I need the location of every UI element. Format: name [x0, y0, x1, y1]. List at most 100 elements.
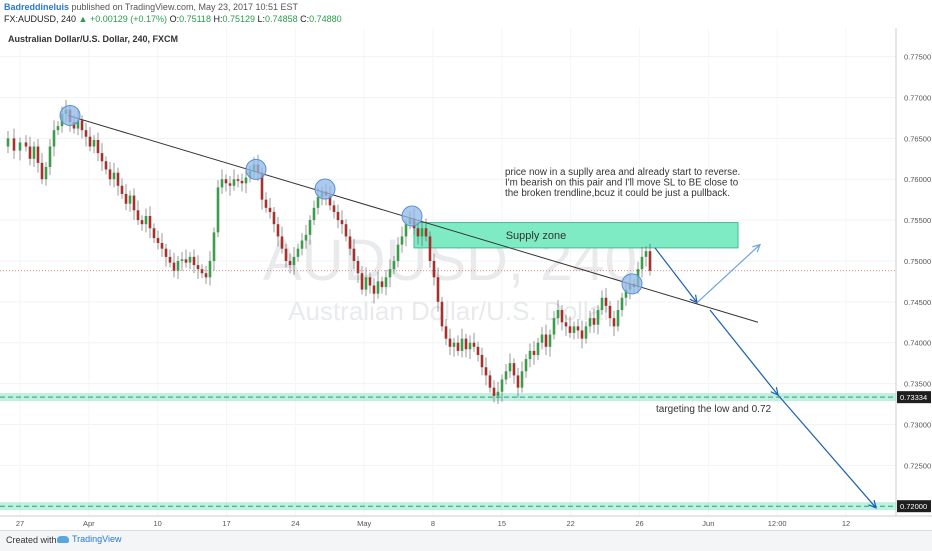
candle-body — [356, 260, 360, 274]
target-note: targeting the low and 0.72 — [656, 404, 772, 415]
candle-body — [200, 269, 204, 274]
projection-down-short-segment[interactable] — [654, 247, 698, 304]
candle-body — [376, 281, 380, 294]
header-bar: Badreddineluis published on TradingView.… — [0, 0, 932, 28]
candle-body — [552, 318, 556, 335]
projection-target-arrowhead — [868, 499, 877, 509]
candle-body — [488, 375, 492, 388]
candle-body — [296, 248, 300, 257]
candle-body — [204, 273, 208, 278]
x-tick-label: 24 — [291, 519, 299, 528]
candle-body — [336, 211, 340, 221]
candles — [6, 99, 652, 405]
horizontal-levels: 0.73334 0.72000 — [0, 270, 931, 513]
candle-body — [144, 216, 148, 225]
candle-body — [128, 195, 132, 204]
candle-body — [280, 236, 284, 249]
x-tick-label: Apr — [83, 519, 95, 528]
tradingview-logo[interactable]: TradingView — [57, 534, 122, 544]
candle-body — [216, 187, 220, 233]
candle-body — [72, 122, 76, 129]
supply-zone-box[interactable] — [413, 222, 739, 249]
candle-body — [308, 220, 312, 235]
candle-body — [592, 318, 596, 325]
time-axis[interactable]: 27 Apr 10 17 24 May 8 15 22 26 Jun 12:00 12 — [16, 519, 850, 528]
candle-body — [556, 310, 560, 319]
close-label: C: — [300, 14, 310, 24]
candle-body — [416, 228, 420, 237]
candle-body — [152, 228, 156, 239]
candle-body — [80, 120, 84, 131]
x-tick-label: May — [357, 519, 371, 528]
candle-body — [328, 195, 332, 206]
author-link[interactable]: Badreddineluis — [4, 2, 70, 12]
note-line: price now in a suplly area and already s… — [505, 167, 740, 178]
candle-body — [116, 172, 120, 186]
supply-zone[interactable]: Supply zone — [413, 222, 739, 249]
candle-body — [516, 375, 520, 388]
close-value: 0.74880 — [309, 14, 342, 24]
candle-body — [48, 146, 52, 167]
candle-body — [596, 310, 600, 325]
candle-body — [616, 310, 620, 327]
candle-body — [448, 338, 452, 347]
candle-body — [564, 322, 568, 327]
projection-target-segment[interactable] — [709, 309, 779, 396]
candle-body — [164, 248, 168, 257]
candle-body — [124, 193, 128, 204]
candle-body — [420, 228, 424, 237]
candle-body — [272, 211, 276, 225]
candle-body — [396, 244, 400, 261]
y-tick-label: 0.76000 — [904, 175, 931, 184]
candle-body — [148, 216, 152, 229]
candle-body — [180, 259, 184, 261]
candle-body — [404, 224, 408, 237]
candle-body — [348, 236, 352, 249]
candle-body — [452, 342, 456, 347]
y-tick-label: 0.77000 — [904, 93, 931, 102]
watermark-name: Australian Dollar/U.S. Dollar — [288, 296, 612, 326]
candle-body — [384, 277, 388, 288]
projection-target-segment[interactable] — [777, 394, 877, 509]
chart-title: Australian Dollar/U.S. Dollar, 240, FXCM — [8, 34, 178, 44]
candle-body — [468, 342, 472, 350]
published-text: published on TradingView.com, May 23, 20… — [71, 2, 299, 12]
low-label: L: — [257, 14, 266, 24]
symbol-label: FX:AUDUSD, 240 — [4, 14, 77, 24]
price-chart[interactable]: AUDUSD, 240 Australian Dollar/U.S. Dolla… — [0, 28, 932, 530]
candle-body — [400, 236, 404, 245]
candle-body — [44, 166, 48, 180]
touch-point-marker — [621, 273, 643, 295]
candle-body — [292, 256, 296, 266]
candle-body — [332, 205, 336, 212]
candle-body — [648, 251, 652, 271]
candle-body — [40, 162, 44, 180]
candle-body — [624, 289, 628, 298]
candle-body — [32, 146, 36, 159]
candle-body — [608, 305, 612, 319]
y-tick-label: 0.73000 — [904, 420, 931, 429]
level-tag — [897, 500, 931, 513]
price-axis[interactable]: 0.77500 0.77000 0.76500 0.76000 0.75500 0.750… — [904, 53, 931, 471]
candle-body — [560, 310, 564, 323]
candle-body — [212, 232, 216, 261]
created-with-label: Created with — [6, 535, 57, 545]
projection-arrows[interactable] — [654, 243, 877, 509]
candle-body — [132, 195, 136, 211]
x-tick-label: 17 — [222, 519, 230, 528]
candle-body — [92, 139, 96, 147]
candle-body — [604, 297, 608, 306]
x-tick-label: 26 — [635, 519, 643, 528]
y-tick-label: 0.74000 — [904, 339, 931, 348]
candle-body — [288, 260, 292, 266]
candle-body — [460, 338, 464, 351]
candle-body — [544, 334, 548, 347]
candle-body — [268, 207, 272, 212]
candle-body — [528, 350, 532, 360]
x-tick-label: 10 — [153, 519, 161, 528]
candle-body — [360, 273, 364, 290]
candle-body — [368, 277, 372, 286]
projection-pullback-segment[interactable] — [696, 244, 761, 304]
note-line: I'm bearish on this pair and I'll move S… — [505, 178, 739, 189]
candle-body — [160, 242, 164, 249]
